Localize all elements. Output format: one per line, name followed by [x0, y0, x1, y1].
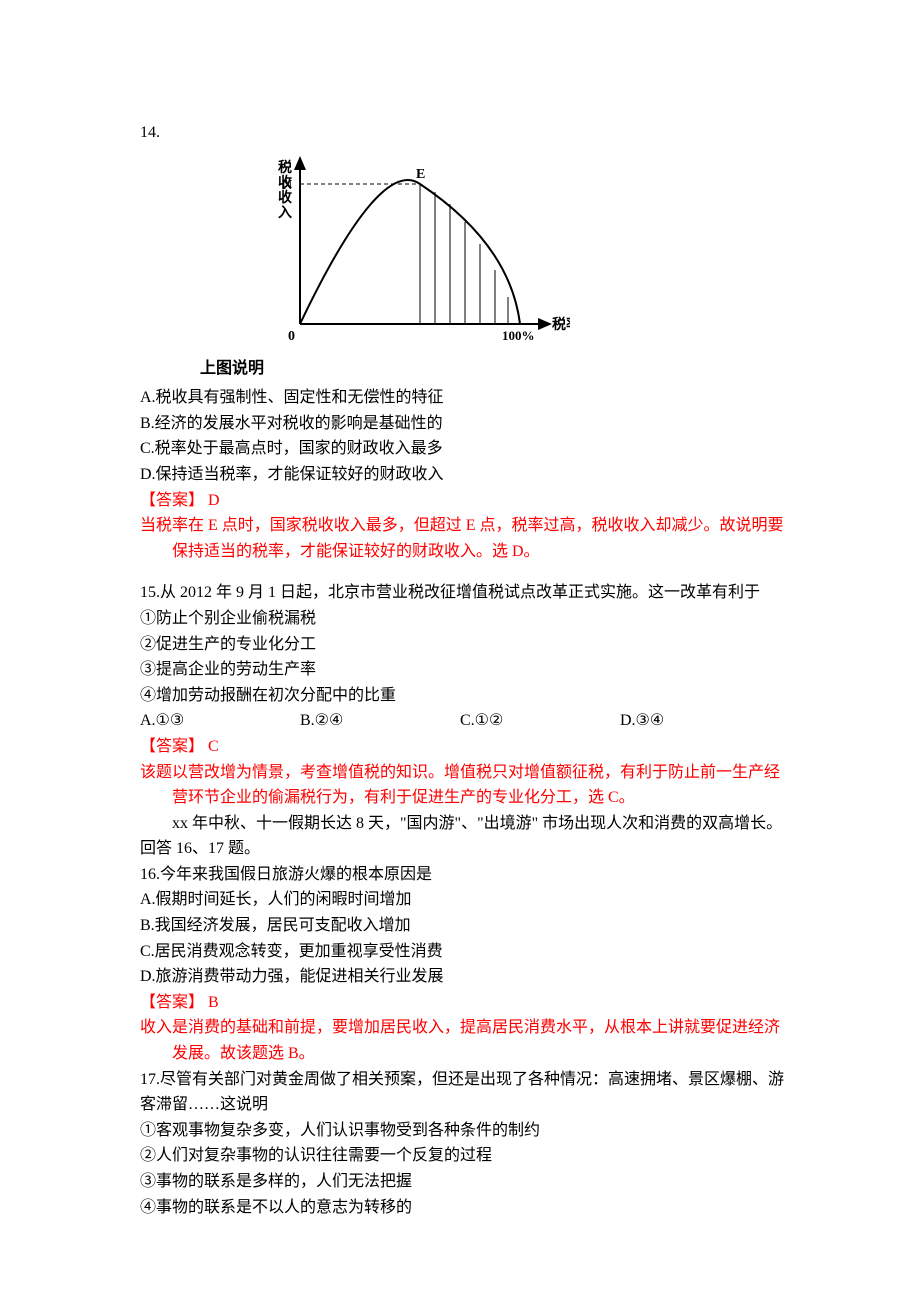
- stimulus-16-17: xx 年中秋、十一假期长达 8 天，"国内游"、"出境游" 市场出现人次和消费的…: [140, 811, 790, 862]
- q16-option-c: C.居民消费观念转变，更加重视享受性消费: [140, 939, 790, 965]
- q14-caption: 上图说明: [200, 356, 790, 382]
- q15-options-row: A.①③ B.②④ C.①② D.③④: [140, 708, 790, 734]
- q17-item-2: ②人们对复杂事物的认识往往需要一个反复的过程: [140, 1143, 790, 1169]
- q14-answer: 【答案】 D: [140, 488, 790, 514]
- q14-explanation: 当税率在 E 点时，国家税收收入最多，但超过 E 点，税率过高，税收收入却减少。…: [140, 513, 790, 564]
- q15-option-c: C.①②: [460, 708, 620, 734]
- q16-option-d: D.旅游消费带动力强，能促进相关行业发展: [140, 964, 790, 990]
- q16-option-b: B.我国经济发展，居民可支配收入增加: [140, 913, 790, 939]
- q15-item-1: ①防止个别企业偷税漏税: [140, 606, 790, 632]
- q15-answer: 【答案】 C: [140, 734, 790, 760]
- svg-text:N: N: [282, 178, 292, 193]
- q16-explanation: 收入是消费的基础和前提，要增加居民收入，提高居民消费水平，从根本上讲就要促进经济…: [140, 1015, 790, 1066]
- q16-answer: 【答案】 B: [140, 990, 790, 1016]
- q15-explanation: 该题以营改增为情景，考查增值税的知识。增值税只对增值额征税，有利于防止前一生产经…: [140, 760, 790, 811]
- q14-option-a: A.税收具有强制性、固定性和无偿性的特征: [140, 385, 790, 411]
- laffer-curve-chart: 税收收入NE0100%税率: [250, 144, 570, 354]
- q17-item-3: ③事物的联系是多样的，人们无法把握: [140, 1169, 790, 1195]
- q14-option-d: D.保持适当税率，才能保证较好的财政收入: [140, 462, 790, 488]
- q15-item-3: ③提高企业的劳动生产率: [140, 657, 790, 683]
- q15-option-d: D.③④: [620, 708, 780, 734]
- q15-item-2: ②促进生产的专业化分工: [140, 632, 790, 658]
- svg-text:100%: 100%: [502, 328, 535, 343]
- q14-option-b: B.经济的发展水平对税收的影响是基础性的: [140, 411, 790, 437]
- svg-text:税: 税: [278, 159, 292, 176]
- svg-text:E: E: [416, 167, 425, 182]
- svg-text:入: 入: [278, 205, 292, 221]
- q14-chart: 税收收入NE0100%税率: [250, 144, 790, 354]
- q17-item-1: ①客观事物复杂多变，人们认识事物受到各种条件的制约: [140, 1118, 790, 1144]
- svg-text:税率: 税率: [552, 316, 570, 333]
- q17-item-4: ④事物的联系是不以人的意志为转移的: [140, 1195, 790, 1221]
- q16-option-a: A.假期时间延长，人们的闲暇时间增加: [140, 887, 790, 913]
- q15-item-4: ④增加劳动报酬在初次分配中的比重: [140, 683, 790, 709]
- q17-stem: 17.尽管有关部门对黄金周做了相关预案，但还是出现了各种情况：高速拥堵、景区爆棚…: [140, 1067, 790, 1118]
- q15-option-a: A.①③: [140, 708, 300, 734]
- q15-option-b: B.②④: [300, 708, 460, 734]
- svg-text:0: 0: [288, 329, 295, 344]
- q15-stem: 15.从 2012 年 9 月 1 日起，北京市营业税改征增值税试点改革正式实施…: [140, 580, 790, 606]
- q16-stem: 16.今年来我国假日旅游火爆的根本原因是: [140, 862, 790, 888]
- q14-number: 14.: [140, 120, 790, 146]
- q14-option-c: C.税率处于最高点时，国家的财政收入最多: [140, 436, 790, 462]
